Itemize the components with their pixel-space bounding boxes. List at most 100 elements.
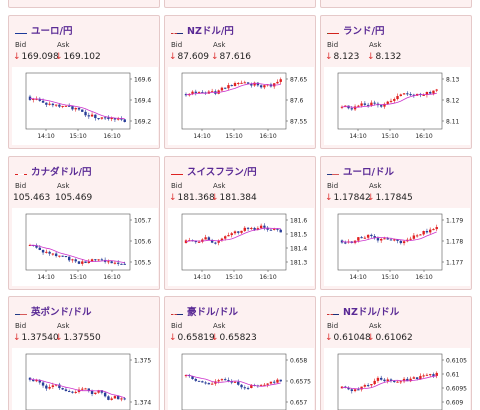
- rate-card[interactable]: 豪ドル/ドル Bid Ask ↓ 0.65819 ↓ 0.65823 0.658 0.6575 0…: [164, 296, 316, 410]
- candle-body: [402, 241, 406, 244]
- currency-pair-name[interactable]: NZドル/ドル: [343, 307, 400, 318]
- candle-body: [360, 386, 363, 390]
- rate-card-partial[interactable]: [8, 0, 160, 8]
- candle-body: [94, 114, 97, 119]
- rate-card[interactable]: NZドル/円 Bid Ask ↓ 87.609 ↓ 87.616 87.65 87.6 87.55…: [164, 15, 316, 149]
- candle-body: [432, 374, 435, 376]
- candle-body: [35, 245, 38, 248]
- card-title[interactable]: スイスフラン/円: [171, 165, 257, 178]
- candlestick-chart: 1.179 1.178 1.177 14:10 15:10 16:10: [324, 208, 470, 286]
- card-title[interactable]: ユーロ/円: [15, 24, 73, 37]
- y-tick-label: 0.658: [290, 358, 307, 365]
- currency-pair-name[interactable]: ランド/円: [343, 26, 385, 37]
- candle-body: [201, 92, 204, 94]
- bid-value: 169.098: [21, 52, 59, 62]
- candle-body: [366, 385, 370, 387]
- rate-card[interactable]: カナダドル/円 Bid Ask 105.463 105.469 105.7 105.6 105…: [8, 156, 160, 290]
- y-tick-label: 87.65: [290, 77, 307, 84]
- ask-price: ↓ 181.384: [211, 193, 257, 203]
- candle-body: [415, 377, 419, 379]
- currency-pair-name[interactable]: ユーロ/ドル: [343, 167, 394, 178]
- moving-average-line: [29, 378, 125, 399]
- card-title[interactable]: ランド/円: [327, 24, 385, 37]
- rate-card-partial[interactable]: [320, 0, 472, 8]
- candle-body: [412, 235, 416, 239]
- chart-frame[interactable]: 1.179 1.178 1.177 14:10 15:10 16:10: [324, 208, 470, 286]
- down-arrow-icon: ↓: [55, 52, 63, 62]
- currency-pair-name[interactable]: カナダドル/円: [31, 167, 92, 178]
- bid-value: 87.609: [177, 52, 210, 62]
- rate-card-partial[interactable]: [164, 0, 316, 8]
- card-title[interactable]: 豪ドル/ドル: [171, 305, 238, 318]
- currency-pair-name[interactable]: 英ポンド/ドル: [31, 307, 92, 318]
- candle-body: [207, 383, 211, 385]
- candle-body: [380, 105, 383, 107]
- candle-body: [233, 381, 237, 383]
- candle-body: [87, 115, 90, 117]
- candle-body: [386, 379, 389, 382]
- candle-body: [110, 118, 113, 120]
- chart-frame[interactable]: 105.7 105.6 105.5 14:10 15:10 16:10: [12, 208, 158, 286]
- candle-body: [227, 85, 230, 89]
- down-arrow-icon: ↓: [367, 333, 375, 343]
- candle-body: [197, 241, 201, 243]
- candle-body: [250, 385, 253, 389]
- rate-card[interactable]: NZドル/ドル Bid Ask ↓ 0.61048 ↓ 0.61062 0.6105 0.61 0…: [320, 296, 472, 410]
- candle-body: [370, 234, 373, 237]
- candle-body: [340, 240, 344, 243]
- candle-body: [61, 105, 64, 107]
- flag-icon: [327, 26, 339, 34]
- candle-body: [227, 380, 230, 382]
- x-tick-label: 16:10: [103, 274, 120, 281]
- candle-body: [273, 381, 276, 383]
- rate-card[interactable]: スイスフラン/円 Bid Ask ↓ 181.368 ↓ 181.384 181.6 181.5…: [164, 156, 316, 290]
- candle-body: [357, 389, 360, 391]
- candle-body: [243, 82, 246, 84]
- chart-frame[interactable]: 87.65 87.6 87.55 14:10 15:10 16:10: [168, 67, 314, 145]
- card-title[interactable]: NZドル/円: [171, 24, 234, 37]
- down-arrow-icon: ↓: [325, 52, 333, 62]
- card-title[interactable]: 英ポンド/ドル: [15, 305, 92, 318]
- candle-body: [51, 103, 55, 106]
- candle-body: [376, 238, 380, 241]
- bid-label: Bid: [15, 41, 27, 49]
- y-tick-label: 1.178: [446, 239, 463, 246]
- card-title[interactable]: NZドル/ドル: [327, 305, 400, 318]
- currency-pair-name[interactable]: スイスフラン/円: [187, 167, 257, 178]
- candle-body: [103, 117, 107, 119]
- rate-card[interactable]: ユーロ/ドル Bid Ask ↓ 1.17842 ↓ 1.17845 1.179 1.178 1.…: [320, 156, 472, 290]
- down-arrow-icon: ↓: [325, 193, 333, 203]
- rate-card[interactable]: ランド/円 Bid Ask ↓ 8.123 ↓ 8.132 8.13 8.12 8.11 14:10…: [320, 15, 472, 149]
- rate-card[interactable]: ユーロ/円 Bid Ask ↓ 169.098 ↓ 169.102 169.6 169.4 169…: [8, 15, 160, 149]
- card-title[interactable]: ユーロ/ドル: [327, 165, 394, 178]
- currency-pair-name[interactable]: NZドル/円: [187, 26, 234, 37]
- ask-label: Ask: [369, 322, 382, 330]
- x-tick-label: 16:10: [415, 274, 432, 281]
- candle-body: [370, 102, 373, 106]
- candle-body: [32, 99, 35, 101]
- candle-body: [97, 259, 100, 261]
- ask-value: 105.469: [55, 193, 93, 203]
- chart-frame[interactable]: 169.6 169.4 169.2 14:10 15:10 16:10: [12, 67, 158, 145]
- flag-icon: [15, 26, 27, 34]
- ask-value: 1.17845: [375, 193, 413, 203]
- candle-body: [217, 240, 220, 243]
- candle-body: [84, 388, 87, 390]
- candle-body: [191, 91, 194, 94]
- x-tick-label: 16:10: [415, 133, 432, 140]
- bid-label: Bid: [171, 182, 183, 190]
- candle-body: [432, 229, 435, 231]
- currency-pair-name[interactable]: 豪ドル/ドル: [187, 307, 238, 318]
- candle-body: [279, 79, 282, 82]
- currency-pair-name[interactable]: ユーロ/円: [31, 26, 73, 37]
- flag-icon: [15, 167, 27, 175]
- card-title[interactable]: カナダドル/円: [15, 165, 92, 178]
- rate-card[interactable]: 英ポンド/ドルBidAsk↓1.37540↓1.375501.3751.3741…: [8, 296, 160, 410]
- candle-body: [71, 106, 74, 110]
- chart-frame[interactable]: 8.13 8.12 8.11 14:10 15:10 16:10: [324, 67, 470, 145]
- chart-frame[interactable]: 181.6 181.5 181.4 181.3 14:10 15:10 16:10: [168, 208, 314, 286]
- ask-price: ↓ 1.17845: [367, 193, 413, 203]
